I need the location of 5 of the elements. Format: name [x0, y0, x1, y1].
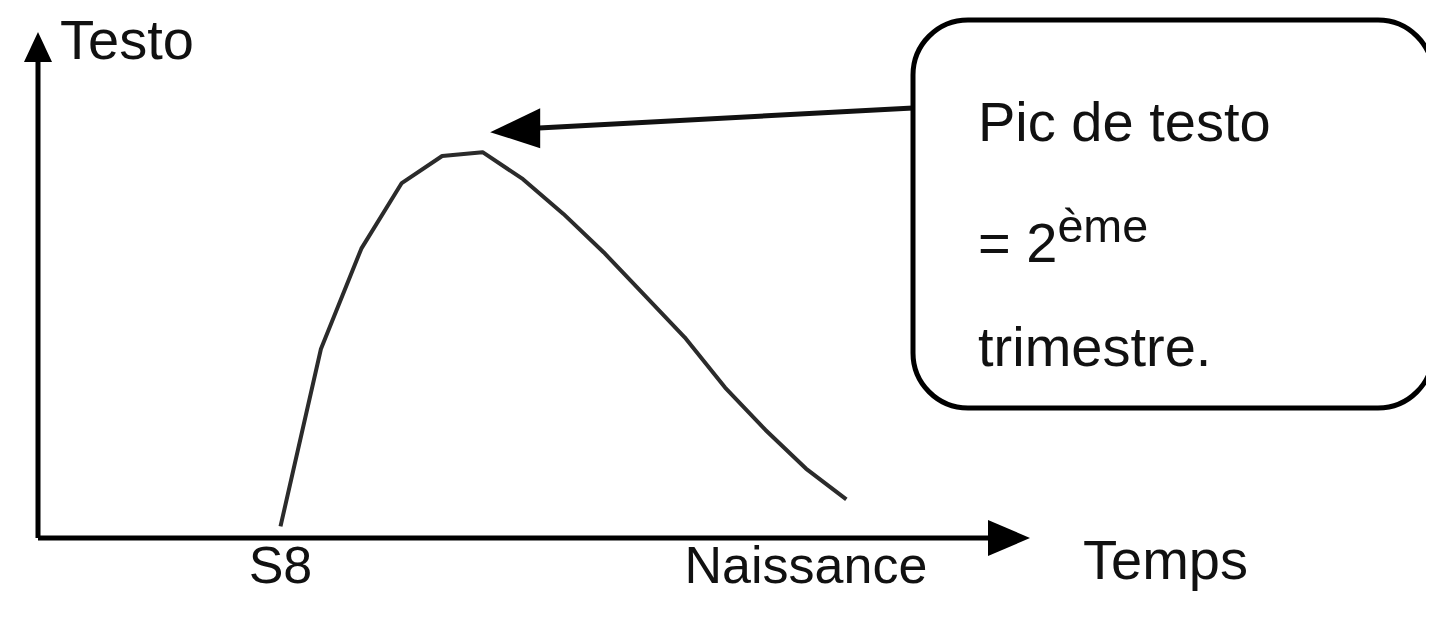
x-tick-label: S8 — [248, 535, 313, 594]
y-axis-title: Testo — [60, 8, 194, 72]
text: Pic de testo = 2$^{ème}$ trimestre. — [978, 90, 1271, 378]
x-tick-label: Naissance — [684, 535, 928, 594]
x-axis-title: Temps — [1083, 528, 1248, 592]
